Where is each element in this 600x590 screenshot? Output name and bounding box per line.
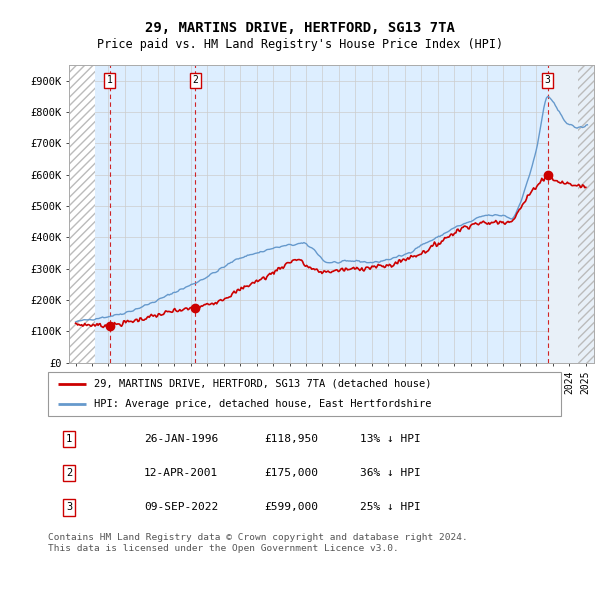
- Text: 09-SEP-2022: 09-SEP-2022: [144, 503, 218, 512]
- Text: £175,000: £175,000: [264, 468, 318, 478]
- Bar: [548, 65, 594, 363]
- Text: 12-APR-2001: 12-APR-2001: [144, 468, 218, 478]
- Text: Contains HM Land Registry data © Crown copyright and database right 2024.
This d: Contains HM Land Registry data © Crown c…: [48, 533, 468, 553]
- Text: 2: 2: [66, 468, 72, 478]
- Text: 29, MARTINS DRIVE, HERTFORD, SG13 7TA (detached house): 29, MARTINS DRIVE, HERTFORD, SG13 7TA (d…: [94, 379, 431, 389]
- Text: 13% ↓ HPI: 13% ↓ HPI: [360, 434, 421, 444]
- Bar: [578, 65, 594, 363]
- Text: £118,950: £118,950: [264, 434, 318, 444]
- Text: 2: 2: [193, 76, 199, 86]
- Bar: [69, 65, 95, 363]
- Text: Price paid vs. HM Land Registry's House Price Index (HPI): Price paid vs. HM Land Registry's House …: [97, 38, 503, 51]
- Text: 1: 1: [107, 76, 113, 86]
- Text: 29, MARTINS DRIVE, HERTFORD, SG13 7TA: 29, MARTINS DRIVE, HERTFORD, SG13 7TA: [145, 21, 455, 35]
- Text: 3: 3: [66, 503, 72, 512]
- Text: 26-JAN-1996: 26-JAN-1996: [144, 434, 218, 444]
- Text: HPI: Average price, detached house, East Hertfordshire: HPI: Average price, detached house, East…: [94, 399, 431, 409]
- Text: £599,000: £599,000: [264, 503, 318, 512]
- Text: 3: 3: [545, 76, 551, 86]
- Text: 1: 1: [66, 434, 72, 444]
- Text: 25% ↓ HPI: 25% ↓ HPI: [360, 503, 421, 512]
- Text: 36% ↓ HPI: 36% ↓ HPI: [360, 468, 421, 478]
